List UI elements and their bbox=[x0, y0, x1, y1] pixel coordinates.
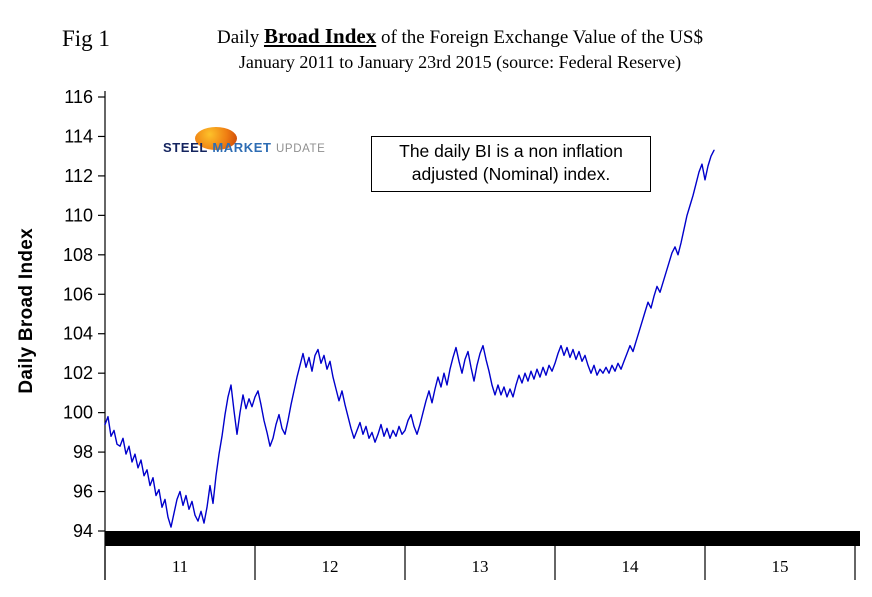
y-tick-label: 106 bbox=[63, 284, 93, 304]
y-tick-label: 94 bbox=[73, 521, 93, 541]
y-tick-label: 104 bbox=[63, 324, 93, 344]
annotation-line1: The daily BI is a non inflation bbox=[399, 141, 623, 161]
x-year-label: 14 bbox=[622, 557, 640, 576]
figure-label: Fig 1 bbox=[62, 26, 110, 51]
y-tick-label: 112 bbox=[64, 166, 93, 186]
logo-word-market: MARKET bbox=[212, 140, 272, 155]
logo-text: STEEL MARKET UPDATE bbox=[163, 139, 325, 157]
y-tick-label: 114 bbox=[64, 126, 93, 146]
y-tick-label: 108 bbox=[63, 245, 93, 265]
title-suffix: of the Foreign Exchange Value of the US$ bbox=[380, 27, 703, 48]
chart-subtitle: January 2011 to January 23rd 2015 (sourc… bbox=[238, 52, 682, 72]
x-year-label: 13 bbox=[472, 557, 489, 576]
broad-index-line bbox=[104, 149, 715, 528]
annotation-line2: adjusted (Nominal) index. bbox=[411, 164, 611, 185]
logo-word-steel: STEEL bbox=[163, 140, 208, 155]
x-year-label: 12 bbox=[322, 557, 339, 576]
annotation-box: The daily BI is a non inflation adjusted… bbox=[371, 136, 651, 193]
logo-word-update: UPDATE bbox=[276, 143, 326, 155]
y-tick-label: 116 bbox=[64, 87, 93, 107]
steel-market-update-logo: STEEL MARKET UPDATE bbox=[163, 127, 333, 158]
y-tick-label: 96 bbox=[73, 482, 93, 502]
logo-globe-icon bbox=[195, 127, 237, 150]
y-tick-label: 100 bbox=[63, 403, 93, 423]
chart-title-block: Daily Broad Index of the Foreign Exchang… bbox=[115, 24, 805, 73]
x-year-label: 11 bbox=[172, 557, 188, 576]
y-tick-label: 98 bbox=[73, 442, 93, 462]
y-tick-label: 110 bbox=[64, 205, 93, 225]
chart-title: Daily Broad Index of the Foreign Exchang… bbox=[115, 24, 805, 49]
title-prefix: Daily bbox=[217, 27, 260, 48]
y-tick-label: 102 bbox=[63, 363, 93, 383]
x-year-label: 15 bbox=[772, 557, 789, 576]
x-axis-band bbox=[105, 531, 860, 546]
title-emphasis: Broad Index bbox=[263, 24, 377, 48]
